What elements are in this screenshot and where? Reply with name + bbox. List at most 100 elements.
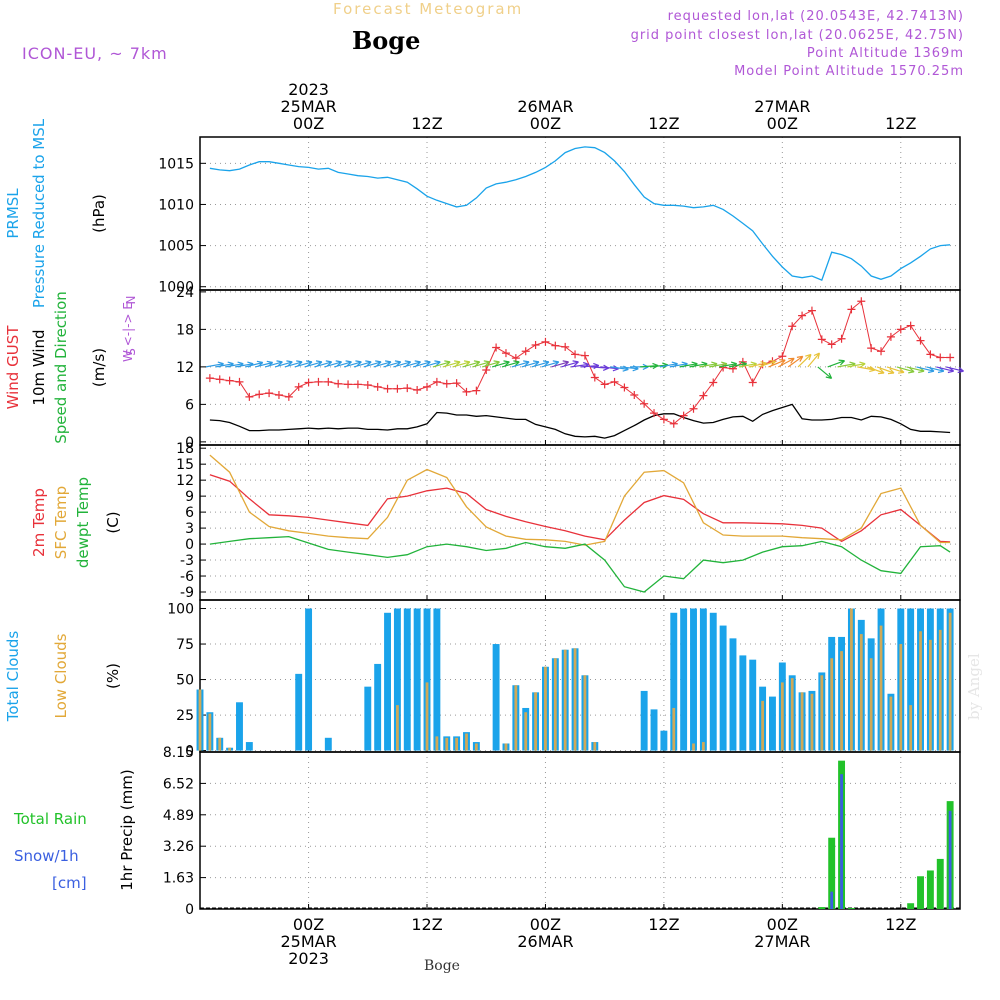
gust-marker bbox=[324, 377, 333, 386]
wind-arrow bbox=[768, 359, 786, 368]
y-tick-label: -6 bbox=[180, 569, 194, 585]
gust-marker bbox=[235, 377, 244, 386]
gust-marker bbox=[245, 392, 254, 401]
gust-marker bbox=[837, 334, 846, 343]
compass-n: N bbox=[124, 296, 138, 305]
gust-marker bbox=[827, 340, 836, 349]
top-time-label: 00Z bbox=[530, 114, 561, 133]
gust-marker bbox=[403, 384, 412, 393]
bottom-time-label: 2023 bbox=[288, 949, 329, 968]
legend-snow: Snow/1h bbox=[14, 847, 79, 865]
rain-bar bbox=[926, 870, 934, 909]
rain-bar bbox=[818, 907, 826, 909]
gust-marker bbox=[393, 384, 402, 393]
low-cloud-bar bbox=[504, 743, 508, 751]
gust-marker bbox=[857, 297, 866, 306]
gust-marker bbox=[452, 379, 461, 388]
gust-marker bbox=[551, 341, 560, 350]
y-axis-label: SFC Temp bbox=[52, 486, 70, 559]
y-tick-label: 1000 bbox=[158, 280, 194, 296]
gust-marker bbox=[630, 391, 639, 399]
y-tick-label: -3 bbox=[180, 553, 194, 569]
y-tick-label: -9 bbox=[180, 585, 194, 601]
low-cloud-bar bbox=[455, 737, 459, 751]
legend-total-rain: Total Rain bbox=[13, 810, 87, 828]
y-tick-label: 1010 bbox=[158, 197, 194, 213]
y-axis-label: (m/s) bbox=[90, 348, 108, 387]
y-tick-label: 3 bbox=[185, 521, 194, 537]
panel-precip: 0 1.63 3.26 4.89 6.52 8.15 Total Rain Snow/1h [c… bbox=[13, 745, 961, 918]
gust-marker bbox=[877, 347, 886, 356]
y-tick-label: 75 bbox=[176, 637, 194, 653]
y-tick-label: 1005 bbox=[158, 239, 194, 255]
low-cloud-bar bbox=[435, 736, 439, 751]
low-cloud-bar bbox=[583, 675, 587, 751]
total-cloud-bar bbox=[413, 608, 421, 751]
gust-marker bbox=[798, 311, 807, 320]
low-cloud-bar bbox=[208, 713, 212, 751]
watermark: by Angel bbox=[965, 653, 983, 720]
requested-coordinates: requested lon,lat (20.0543E, 42.7413N) bbox=[667, 9, 964, 24]
gust-marker bbox=[650, 409, 659, 418]
low-cloud-bar bbox=[879, 625, 883, 751]
total-cloud-bar bbox=[384, 612, 391, 751]
low-cloud-bar bbox=[780, 682, 784, 751]
low-cloud-bar bbox=[218, 737, 222, 751]
gust-marker bbox=[886, 332, 895, 341]
bottom-time-label: 26MAR bbox=[517, 932, 573, 951]
gust-marker bbox=[748, 378, 757, 387]
top-time-label: 26MAR bbox=[517, 97, 573, 116]
y-tick-label: 8.15 bbox=[163, 745, 194, 761]
compass-s: S bbox=[124, 348, 138, 356]
gust-marker bbox=[896, 325, 905, 334]
low-cloud-bar bbox=[810, 693, 814, 751]
low-cloud-bar bbox=[445, 737, 449, 751]
gust-marker bbox=[531, 341, 540, 349]
y-tick-label: 50 bbox=[176, 673, 194, 689]
low-cloud-bar bbox=[524, 712, 528, 751]
wind-speed-line bbox=[209, 403, 951, 439]
y-tick-label: 25 bbox=[176, 708, 194, 724]
total-cloud-bar bbox=[236, 702, 243, 751]
wind-arrow bbox=[787, 355, 804, 368]
wind-arrow bbox=[827, 359, 846, 368]
y-tick-label: 0 bbox=[185, 902, 194, 918]
bottom-time-label: 00Z bbox=[293, 915, 324, 934]
total-cloud-bar bbox=[749, 659, 757, 751]
gust-marker bbox=[679, 411, 688, 420]
total-cloud-bar bbox=[640, 690, 648, 751]
rain-bar bbox=[847, 908, 855, 909]
y-axis-label: Total Clouds bbox=[4, 631, 22, 723]
gust-marker bbox=[265, 389, 274, 398]
low-cloud-bar bbox=[553, 658, 557, 751]
gust-marker bbox=[906, 321, 915, 330]
gust-marker bbox=[294, 382, 303, 391]
low-cloud-bar bbox=[938, 629, 942, 751]
rain-bar bbox=[907, 903, 915, 909]
total-cloud-bar bbox=[393, 608, 401, 751]
rain-bar bbox=[828, 837, 836, 909]
gust-marker bbox=[492, 343, 501, 352]
low-cloud-bar bbox=[840, 651, 843, 751]
y-axis-label: PRMSL bbox=[4, 188, 22, 239]
panel-frame bbox=[199, 444, 961, 601]
low-cloud-bar bbox=[899, 644, 903, 751]
total-cloud-bar bbox=[690, 608, 697, 751]
low-cloud-bar bbox=[790, 678, 794, 751]
total-cloud-bar bbox=[907, 608, 915, 751]
total-cloud-bar bbox=[423, 608, 431, 751]
low-cloud-bar bbox=[544, 666, 547, 751]
gust-marker bbox=[916, 336, 925, 345]
wind-arrow bbox=[807, 352, 821, 368]
low-cloud-bar bbox=[474, 743, 478, 751]
gust-marker bbox=[521, 347, 530, 356]
y-axis-label: 10m Wind bbox=[30, 329, 48, 405]
panel-clouds: 0 25 50 75 100 Total Clouds Low Clouds (%) bbox=[4, 599, 961, 760]
snow-bar bbox=[830, 891, 834, 909]
top-time-label: 12Z bbox=[885, 114, 916, 133]
y-axis-label: dewpt Temp bbox=[74, 477, 92, 568]
low-cloud-bar bbox=[396, 705, 399, 751]
point-altitude: Point Altitude 1369m bbox=[806, 46, 964, 61]
